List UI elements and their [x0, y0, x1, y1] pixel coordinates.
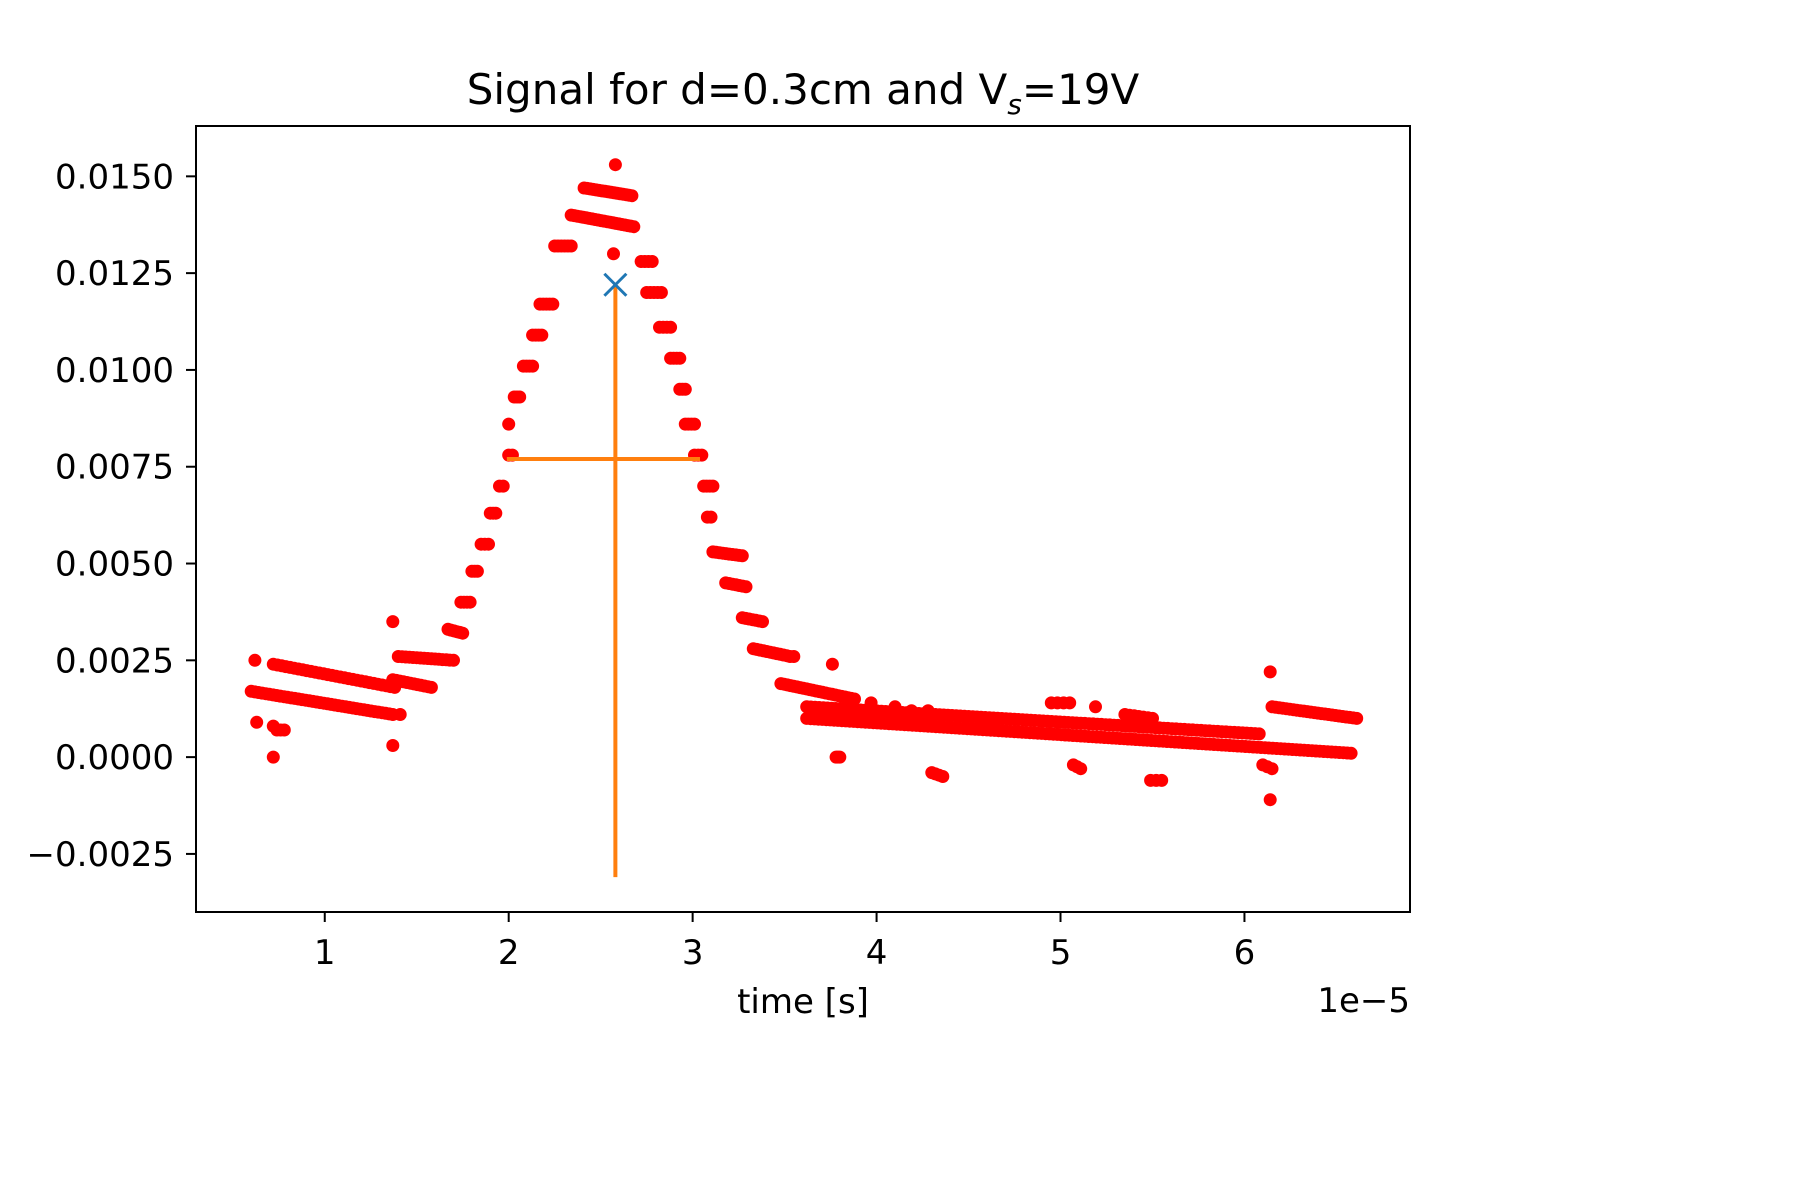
signal-point — [248, 653, 262, 667]
peak-marker-layer — [603, 272, 628, 297]
signal-point — [1350, 711, 1364, 725]
signal-point — [704, 510, 718, 524]
signal-point — [386, 615, 400, 629]
signal-point — [386, 739, 400, 752]
signal-point — [470, 564, 484, 578]
signal-point — [393, 708, 407, 721]
signal-point — [1074, 762, 1088, 776]
signal-point — [921, 704, 935, 718]
signal-point — [608, 158, 622, 172]
signal-point — [888, 700, 902, 714]
signal-point — [787, 650, 801, 663]
signal-point — [607, 247, 620, 261]
signal-point — [1344, 746, 1358, 760]
signal-point — [735, 549, 749, 563]
y-tick-label: 0.0025 — [55, 641, 174, 681]
y-tick-label: 0.0100 — [55, 351, 174, 391]
signal-point — [688, 417, 701, 431]
signal-point — [463, 595, 477, 609]
signal-point — [678, 382, 692, 396]
plot-frame — [195, 125, 1411, 913]
x-tick-label: 6 — [1234, 933, 1256, 973]
y-tick-label: −0.0025 — [27, 835, 174, 875]
y-tick-label: 0.0075 — [55, 448, 174, 488]
signal-point — [266, 750, 280, 764]
signal-point — [1263, 665, 1277, 679]
signal-point — [864, 696, 878, 710]
x-axis-offset-label: 1e−5 — [1317, 981, 1410, 1021]
signal-point — [250, 715, 264, 729]
signal-point — [905, 704, 918, 718]
signal-point — [1146, 711, 1159, 725]
signal-point — [447, 653, 460, 667]
signal-point — [673, 351, 687, 365]
x-axis-label: time [s] — [737, 982, 869, 1022]
signal-point — [739, 580, 753, 594]
signal-point — [627, 220, 641, 234]
signal-point — [848, 692, 861, 706]
y-tick-label: 0.0050 — [55, 545, 174, 585]
signal-point — [1155, 773, 1169, 787]
chart-title-main: Signal for d=0.3cm and V — [467, 65, 1008, 114]
signal-point — [546, 297, 560, 311]
x-tick-label: 3 — [682, 933, 704, 973]
signal-point — [496, 479, 510, 493]
y-tick-label: 0.0000 — [55, 738, 174, 778]
chart-title: Signal for d=0.3cm and Vs=19V — [467, 65, 1140, 121]
chart-title-end: =19V — [1022, 65, 1140, 114]
signal-point — [664, 320, 678, 334]
signal-point — [1252, 727, 1266, 741]
x-axis-ticks: 1 2 3 4 5 6 — [314, 912, 1255, 973]
x-tick-label: 1 — [314, 933, 336, 973]
y-axis-ticks: −0.0025 0.0000 0.0025 0.0050 0.0075 0.0100 0.0… — [27, 157, 196, 875]
signal-point — [424, 680, 438, 694]
signal-point — [936, 770, 950, 783]
signal-point — [833, 750, 847, 764]
signal-point — [456, 626, 470, 640]
x-tick-label: 5 — [1050, 933, 1072, 973]
x-tick-label: 4 — [866, 933, 888, 973]
signal-point — [489, 506, 503, 520]
fwhm-lines — [506, 284, 700, 878]
x-tick-label: 2 — [498, 933, 520, 973]
chart-title-subscript: s — [1007, 88, 1022, 121]
signal-point — [1089, 700, 1102, 714]
signal-points — [244, 158, 1364, 807]
peak-marker — [603, 272, 628, 297]
signal-point — [1263, 793, 1277, 807]
signal-point — [645, 255, 659, 268]
y-tick-label: 0.0150 — [55, 157, 174, 197]
signal-point — [654, 286, 668, 299]
signal-point — [513, 390, 527, 404]
signal-point — [1265, 762, 1279, 776]
signal-point — [625, 189, 639, 203]
signal-point — [526, 359, 540, 373]
signal-point — [706, 479, 720, 493]
signal-point — [1063, 696, 1077, 710]
signal-point — [825, 657, 839, 671]
signal-point — [535, 328, 549, 342]
signal-point — [482, 537, 495, 551]
signal-point — [756, 615, 769, 629]
signal-point — [564, 239, 578, 253]
y-tick-label: 0.0125 — [55, 254, 174, 294]
signal-point — [277, 723, 291, 737]
signal-point — [502, 417, 516, 431]
